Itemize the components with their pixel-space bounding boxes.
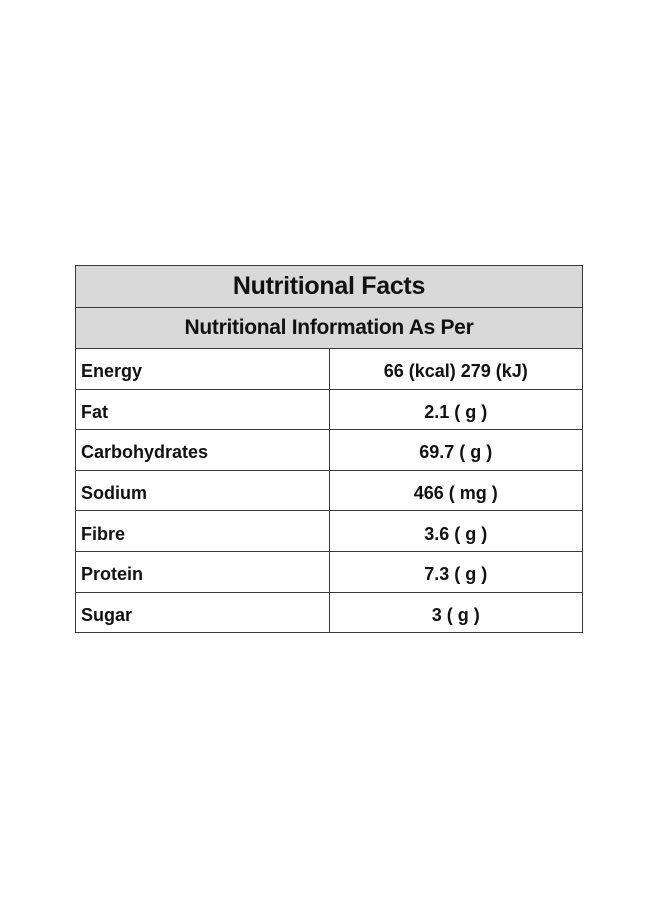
row-value: 3.6 ( g ): [328, 510, 583, 552]
row-label: Protein: [75, 550, 330, 593]
row-value: 66 (kcal) 279 (kJ): [328, 348, 583, 390]
row-value: 7.3 ( g ): [328, 550, 583, 593]
row-label: Sodium: [75, 469, 330, 512]
table-row-fat: Fat 2.1 ( g ): [75, 388, 583, 431]
table-title: Nutritional Facts: [75, 265, 583, 308]
table-row-sodium: Sodium 466 ( mg ): [75, 469, 583, 512]
row-label: Energy: [75, 348, 330, 390]
table-row-fibre: Fibre 3.6 ( g ): [75, 510, 583, 552]
row-label: Fat: [75, 388, 330, 431]
nutrition-facts-table: Nutritional Facts Nutritional Informatio…: [75, 265, 583, 634]
title-row: Nutritional Facts: [75, 265, 583, 308]
table-row-carbohydrates: Carbohydrates 69.7 ( g ): [75, 429, 583, 471]
row-value: 2.1 ( g ): [328, 388, 583, 431]
table-row-energy: Energy 66 (kcal) 279 (kJ): [75, 348, 583, 390]
subtitle-row: Nutritional Information As Per: [75, 307, 583, 349]
row-value: 3 ( g ): [328, 591, 583, 634]
row-value: 69.7 ( g ): [328, 429, 583, 471]
row-label: Sugar: [75, 591, 330, 634]
row-label: Carbohydrates: [75, 429, 330, 471]
table-row-sugar: Sugar 3 ( g ): [75, 591, 583, 634]
table-subtitle: Nutritional Information As Per: [75, 307, 583, 349]
table-row-protein: Protein 7.3 ( g ): [75, 550, 583, 593]
row-value: 466 ( mg ): [328, 469, 583, 512]
row-label: Fibre: [75, 510, 330, 552]
